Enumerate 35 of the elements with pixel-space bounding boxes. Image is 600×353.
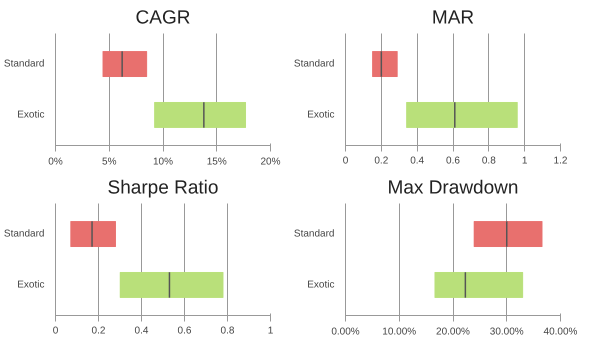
chart-title: Max Drawdown — [388, 178, 518, 198]
x-tick-label: 1.2 — [554, 156, 568, 166]
y-tick-label: Exotic — [307, 109, 335, 120]
x-tick-label: 0% — [48, 156, 63, 168]
x-tick-label: 0 — [52, 326, 59, 336]
chart-title: CAGR — [136, 8, 190, 28]
chart-title: Sharpe Ratio — [108, 178, 218, 198]
x-tick-label: 0.2 — [374, 156, 389, 166]
x-tick-label: 5% — [102, 156, 117, 168]
x-tick-label: 15% — [206, 156, 227, 168]
x-tick-label: 0.8 — [482, 156, 496, 166]
x-tick-label: 0.2 — [92, 326, 106, 336]
x-tick-label: 30.00% — [490, 326, 524, 338]
x-tick-label: 10.00% — [382, 326, 416, 338]
x-tick-label: 0.4 — [410, 156, 425, 166]
x-tick-label: 0 — [342, 156, 349, 166]
y-tick-label: Standard — [4, 228, 45, 240]
y-tick-label: Exotic — [17, 279, 45, 290]
x-tick-label: 0.6 — [446, 156, 460, 166]
x-tick-label: 1 — [522, 156, 528, 166]
y-tick-label: Exotic — [17, 109, 45, 120]
x-tick-label: 0.00% — [331, 326, 360, 338]
y-tick-label: Exotic — [307, 279, 335, 290]
x-tick-label: 0.4 — [134, 326, 149, 336]
chart-title: MAR — [432, 8, 474, 28]
y-tick-label: Standard — [294, 228, 335, 240]
y-tick-label: Standard — [4, 58, 45, 70]
x-tick-label: 10% — [152, 156, 174, 168]
y-tick-label: Standard — [294, 58, 335, 70]
x-tick-label: 20% — [260, 156, 281, 168]
x-tick-label: 0.8 — [220, 326, 235, 336]
x-tick-label: 40.00% — [544, 326, 578, 338]
x-tick-label: 1 — [268, 326, 274, 336]
x-tick-label: 0.6 — [178, 326, 192, 336]
x-tick-label: 20.00% — [436, 326, 470, 338]
